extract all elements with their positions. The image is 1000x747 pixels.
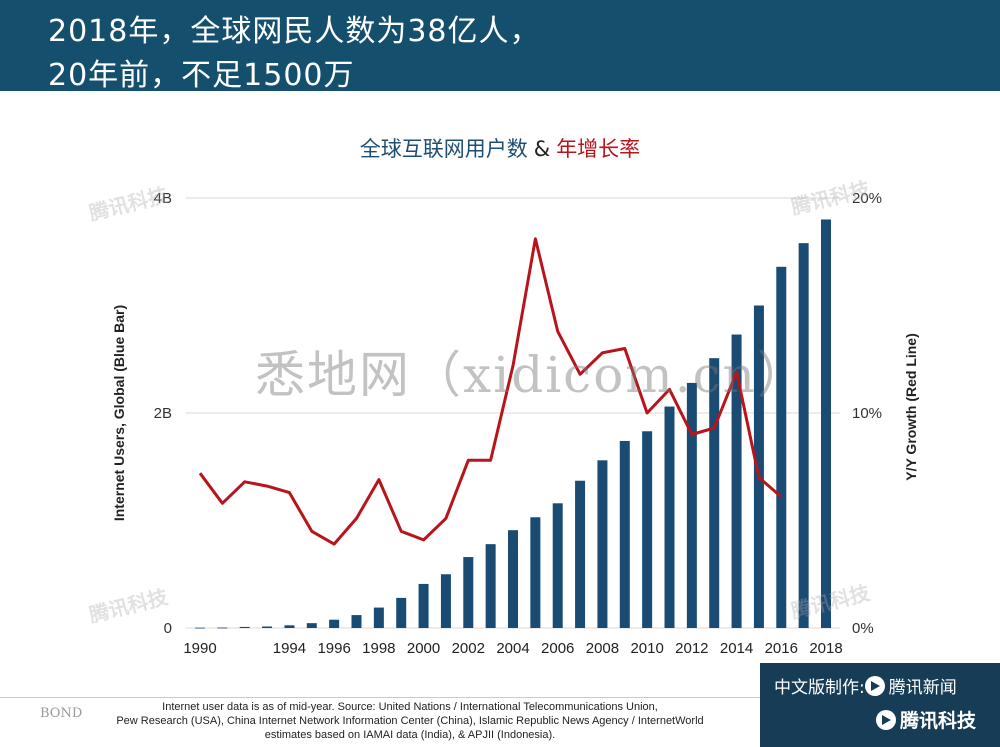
x-tick-label: 2018	[809, 640, 842, 657]
x-tick-label: 1998	[362, 640, 395, 657]
bar-users	[776, 266, 787, 628]
bar-users	[753, 305, 764, 628]
y-left-tick-label: 2B	[154, 405, 172, 422]
x-tick-label: 2002	[452, 640, 485, 657]
x-tick-label: 1996	[317, 640, 350, 657]
source-line-3: estimates based on IAMAI data (India), &…	[264, 729, 556, 741]
bar-users	[195, 627, 205, 629]
chart-title-ampersand: &	[533, 137, 551, 161]
brand-news-label: 腾讯新闻	[888, 678, 957, 698]
bar-users	[798, 243, 809, 628]
x-tick-label: 2016	[765, 640, 798, 657]
x-tick-label: 2014	[720, 640, 753, 657]
bar-users	[418, 583, 429, 628]
bar-users	[306, 623, 317, 628]
x-tick-label: 2006	[541, 640, 574, 657]
y-left-tick-label: 0	[164, 620, 172, 637]
y-right-axis-title: Y/Y Growth (Red Line)	[903, 333, 919, 481]
brand-tech-label: 腾讯科技	[900, 710, 977, 732]
headline-line-2: 20年前，不足1500万	[48, 58, 355, 93]
bar-users	[329, 619, 340, 628]
y-right-tick-label: 0%	[852, 620, 874, 637]
bar-users	[351, 615, 362, 628]
bar-users	[262, 626, 273, 628]
bar-users	[552, 503, 563, 628]
bar-users	[217, 627, 228, 629]
y-right-tick-label: 10%	[852, 405, 882, 422]
bar-users	[597, 460, 608, 628]
x-tick-label: 1994	[273, 640, 306, 657]
bar-users	[619, 440, 630, 628]
chart-title: 全球互联网用户数 & 年增长率	[0, 133, 1000, 163]
x-tick-label: 2004	[496, 640, 529, 657]
bar-users	[821, 219, 831, 628]
bond-logo: BOND	[40, 706, 83, 721]
source-note: Internet user data is as of mid-year. So…	[60, 700, 760, 742]
chart-title-users: 全球互联网用户数	[359, 137, 528, 161]
bar-users	[463, 557, 474, 628]
x-tick-label: 2000	[407, 640, 440, 657]
x-tick-label: 2010	[630, 640, 663, 657]
brand-tech: 腾讯科技	[876, 706, 976, 733]
tencent-logo-icon	[864, 676, 885, 696]
x-tick-label: 2012	[675, 640, 708, 657]
bar-users	[686, 382, 697, 628]
made-by-label: 中文版制作:	[774, 678, 865, 698]
bar-users	[642, 431, 653, 628]
source-line-2: Pew Research (USA), China Internet Netwo…	[116, 715, 704, 727]
chart-title-growth: 年增长率	[556, 137, 641, 161]
bar-users	[508, 530, 518, 628]
source-line-1: Internet user data is as of mid-year. So…	[162, 701, 658, 713]
headline-line-1: 2018年，全球网民人数为38亿人，	[48, 14, 541, 49]
tencent-logo-icon	[876, 710, 896, 730]
bar-users	[709, 358, 720, 628]
x-tick-label: 2008	[586, 640, 619, 657]
y-left-tick-label: 4B	[154, 190, 172, 207]
growth-line	[198, 237, 783, 546]
header-banner: 2018年，全球网民人数为38亿人， 20年前，不足1500万	[0, 0, 1000, 93]
bar-users	[440, 574, 451, 628]
y-left-axis-title: Internet Users, Global (Blue Bar)	[111, 305, 127, 521]
bar-users	[664, 406, 675, 628]
bar-users	[530, 517, 541, 628]
bar-users	[396, 597, 407, 628]
bar-users	[731, 334, 742, 628]
footer-divider	[0, 697, 760, 698]
bar-users	[284, 625, 295, 628]
bar-users	[239, 626, 250, 628]
watermark-center: 悉地网（xidicom.cn）	[255, 346, 809, 404]
bar-users	[373, 607, 384, 628]
bar-users	[575, 480, 586, 628]
bar-users	[485, 544, 496, 628]
brand-box: 中文版制作: 腾讯新闻 腾讯科技	[760, 663, 1000, 747]
x-tick-label: 1990	[183, 640, 216, 657]
brand-news: 中文版制作: 腾讯新闻	[774, 673, 957, 698]
y-right-tick-label: 20%	[852, 190, 882, 207]
